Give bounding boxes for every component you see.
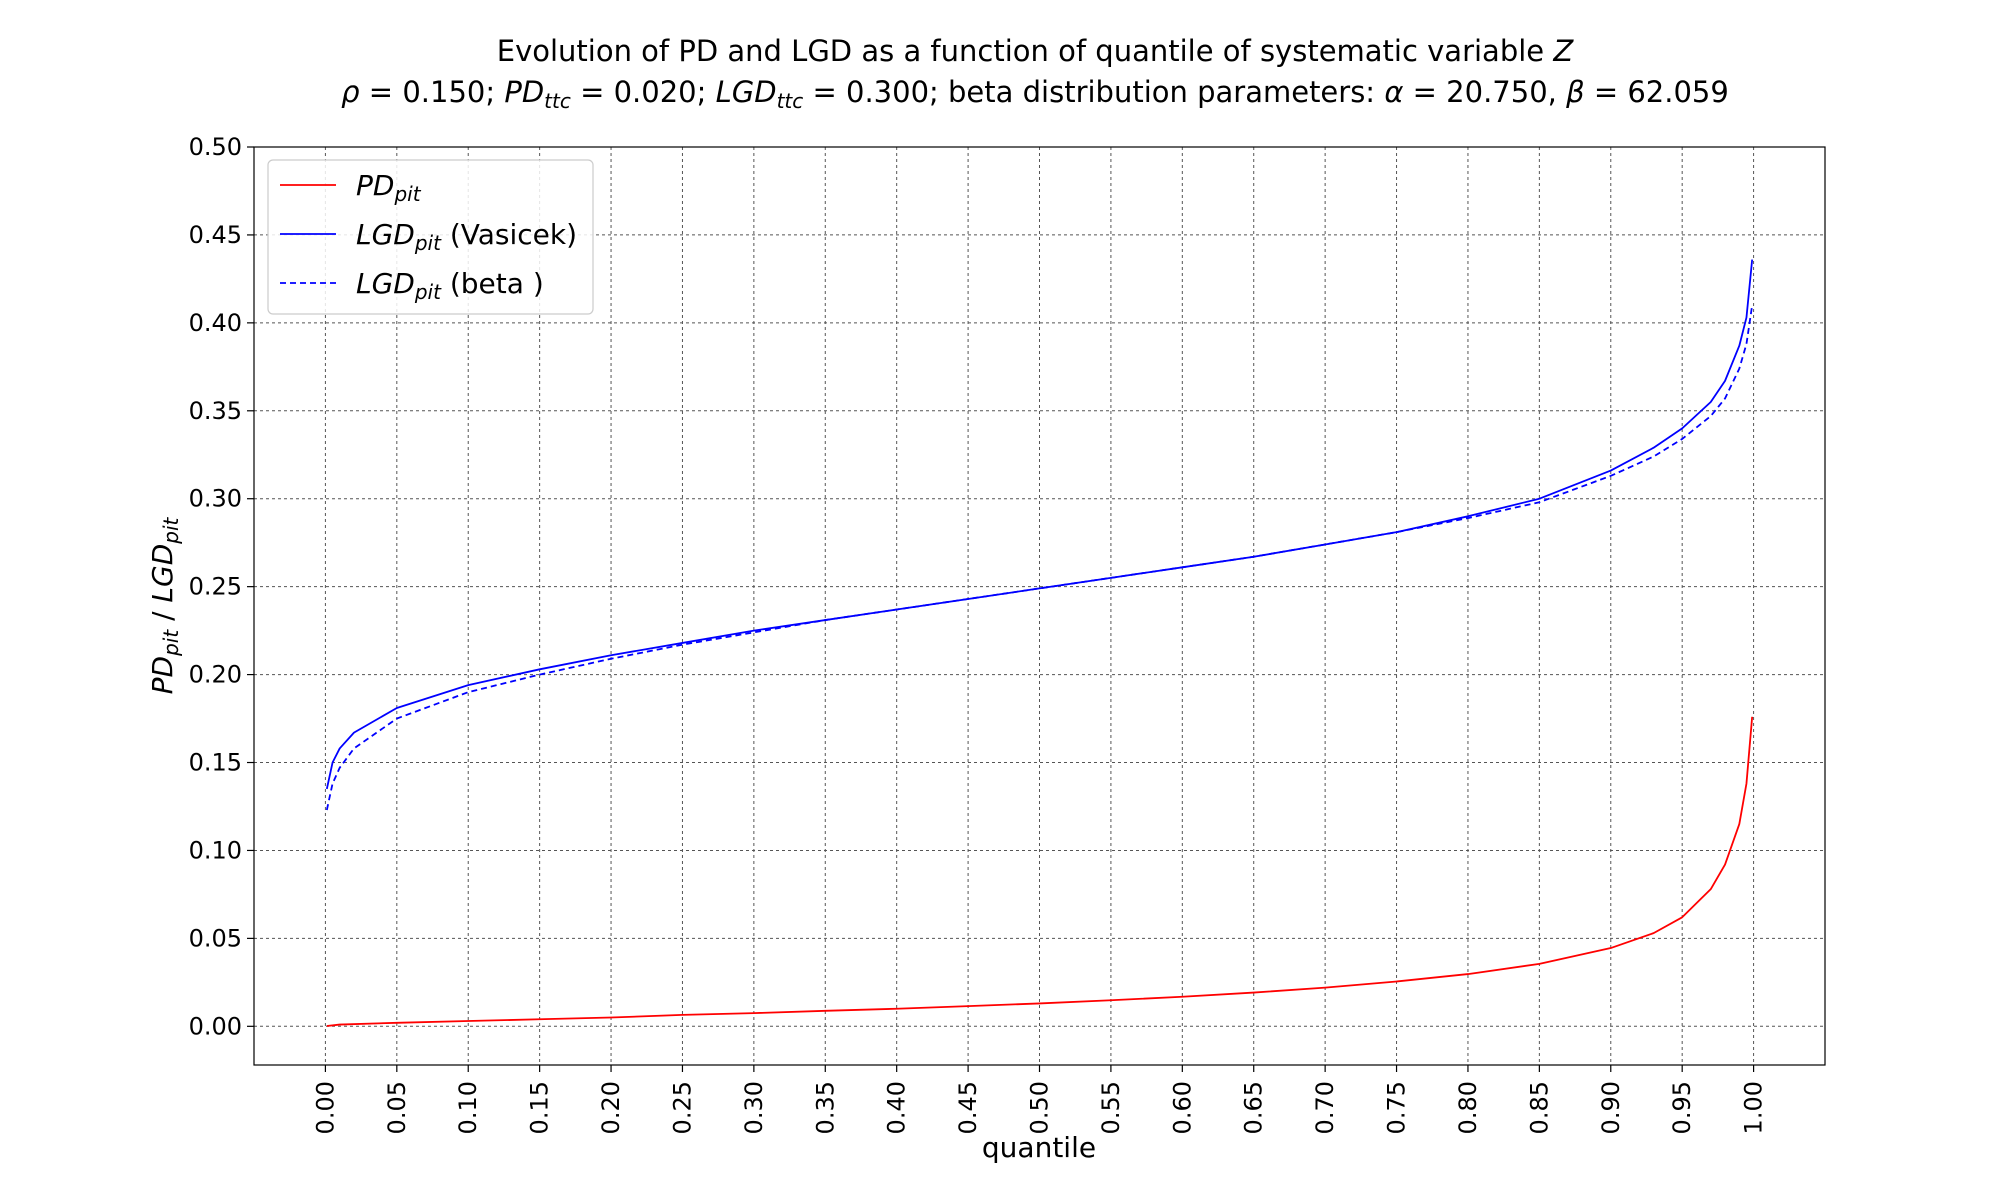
legend: PDpit LGDpit (Vasicek) LGDpit (beta ) xyxy=(267,159,594,315)
x-tick-label: 0.05 xyxy=(383,1081,411,1134)
x-tick-label: 0.30 xyxy=(740,1081,768,1134)
chart-title-line2: ρ = 0.150; PDttc = 0.020; LGDttc = 0.300… xyxy=(341,75,1729,113)
y-tick-label: 0.25 xyxy=(189,573,242,601)
plot-series xyxy=(325,259,1754,1027)
x-tick-label: 0.15 xyxy=(526,1081,554,1134)
x-tick-label: 0.35 xyxy=(811,1081,839,1134)
y-tick-label: 0.50 xyxy=(189,133,242,161)
y-tick-label: 0.10 xyxy=(189,836,242,864)
series-lgd-pit-beta-line xyxy=(325,305,1754,811)
y-tick-label: 0.00 xyxy=(189,1012,242,1040)
series-pd-pit-line xyxy=(326,716,1754,1027)
y-tick-label: 0.20 xyxy=(189,661,242,689)
x-tick-label: 1.00 xyxy=(1740,1081,1768,1134)
y-tick-label: 0.35 xyxy=(189,397,242,425)
x-axis-label: quantile xyxy=(982,1131,1096,1164)
y-axis-label: PDpit / LGDpit xyxy=(146,516,183,694)
x-tick-label: 0.85 xyxy=(1525,1081,1553,1134)
legend-label-lgd-beta: LGDpit (beta ) xyxy=(356,267,544,304)
y-tick-label: 0.40 xyxy=(189,309,242,337)
x-tick-label: 0.00 xyxy=(311,1081,339,1134)
x-tick-label: 0.25 xyxy=(668,1081,696,1134)
legend-label-lgd-vasicek: LGDpit (Vasicek) xyxy=(356,218,577,255)
x-axis-ticks: 0.00 0.05 0.10 0.15 0.20 0.25 0.30 0.35 0.40 0.45… xyxy=(311,1065,1768,1134)
plot-frame xyxy=(253,146,1826,1066)
x-tick-label: 0.50 xyxy=(1026,1081,1054,1134)
x-tick-label: 0.65 xyxy=(1240,1081,1268,1134)
y-tick-label: 0.05 xyxy=(189,924,242,952)
x-tick-label: 0.55 xyxy=(1097,1081,1125,1134)
legend-box xyxy=(267,159,594,315)
x-tick-label: 0.10 xyxy=(454,1081,482,1134)
legend-label-pd: PDpit xyxy=(356,169,422,206)
y-tick-label: 0.30 xyxy=(189,485,242,513)
series-lgd-pit-vasicek-line xyxy=(325,259,1754,790)
x-tick-label: 0.45 xyxy=(954,1081,982,1134)
x-tick-label: 0.95 xyxy=(1668,1081,1696,1134)
x-tick-label: 0.20 xyxy=(597,1081,625,1134)
chart-title-line1: Evolution of PD and LGD as a function of… xyxy=(497,34,1575,68)
x-tick-label: 0.90 xyxy=(1597,1081,1625,1134)
x-tick-label: 0.40 xyxy=(883,1081,911,1134)
x-tick-label: 0.60 xyxy=(1168,1081,1196,1134)
x-tick-label: 0.80 xyxy=(1454,1081,1482,1134)
y-tick-label: 0.45 xyxy=(189,221,242,249)
y-tick-label: 0.15 xyxy=(189,749,242,777)
x-tick-label: 0.75 xyxy=(1383,1081,1411,1134)
x-tick-label: 0.70 xyxy=(1311,1081,1339,1134)
y-axis-ticks: 0.00 0.05 0.10 0.15 0.20 0.25 0.30 0.35 0.40 0.45… xyxy=(189,133,254,1040)
